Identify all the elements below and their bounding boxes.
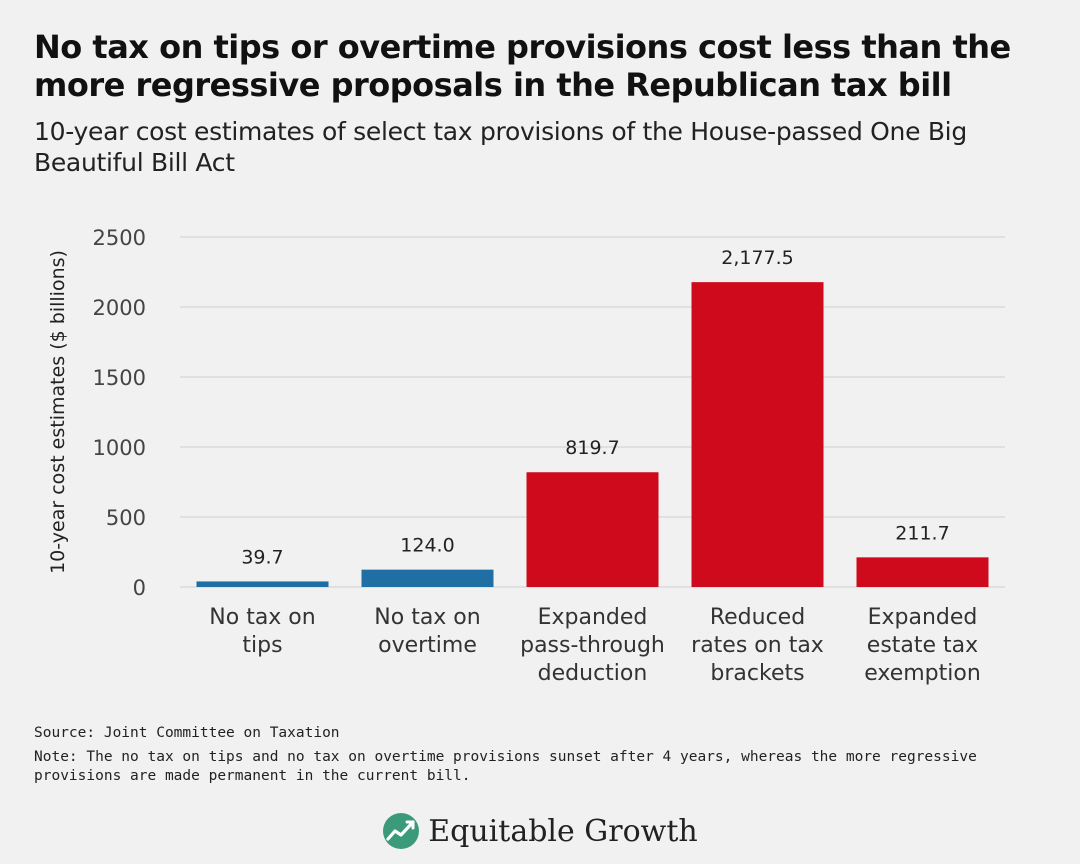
brand-logo: Equitable Growth bbox=[0, 812, 1080, 850]
source-note: Source: Joint Committee on Taxation bbox=[34, 725, 340, 741]
bars bbox=[196, 282, 989, 587]
data-label: 39.7 bbox=[241, 546, 283, 568]
bar-chart: 0 500 1000 1500 2000 2500 10-year cost estimat… bbox=[47, 226, 1005, 686]
bar bbox=[526, 472, 659, 587]
bar bbox=[691, 282, 824, 587]
equitable-growth-logo-icon bbox=[383, 813, 420, 849]
x-category-label: No tax on overtime bbox=[374, 605, 480, 658]
data-label: 124.0 bbox=[400, 535, 454, 557]
y-axis-label: 10-year cost estimates ($ billions) bbox=[47, 250, 69, 574]
x-category-label: Expanded pass-through deduction bbox=[520, 605, 665, 686]
chart-title: No tax on tips or overtime provisions co… bbox=[34, 28, 1011, 104]
data-label: 819.7 bbox=[565, 437, 619, 459]
y-tick-label: 1000 bbox=[93, 436, 146, 460]
footnote: Note: The no tax on tips and no tax on o… bbox=[34, 749, 977, 784]
chart-subtitle: 10-year cost estimates of select tax pro… bbox=[34, 117, 967, 177]
bar bbox=[196, 581, 329, 587]
data-label: 2,177.5 bbox=[721, 247, 794, 269]
bar bbox=[361, 569, 494, 587]
x-category-label: Reduced rates on tax brackets bbox=[691, 605, 824, 686]
y-tick-label: 500 bbox=[106, 506, 146, 530]
data-label: 211.7 bbox=[895, 522, 949, 544]
logo-text: Equitable Growth bbox=[428, 813, 698, 849]
x-category-label: Expanded estate tax exemption bbox=[864, 605, 981, 686]
y-tick-label: 2000 bbox=[93, 296, 146, 320]
y-tick-label: 1500 bbox=[93, 366, 146, 390]
y-tick-label: 0 bbox=[133, 576, 146, 600]
bar bbox=[856, 557, 989, 587]
y-tick-label: 2500 bbox=[93, 226, 146, 250]
labels: 0 500 1000 1500 2000 2500 10-year cost estimat… bbox=[47, 226, 981, 686]
x-category-label: No tax on tips bbox=[209, 605, 315, 658]
